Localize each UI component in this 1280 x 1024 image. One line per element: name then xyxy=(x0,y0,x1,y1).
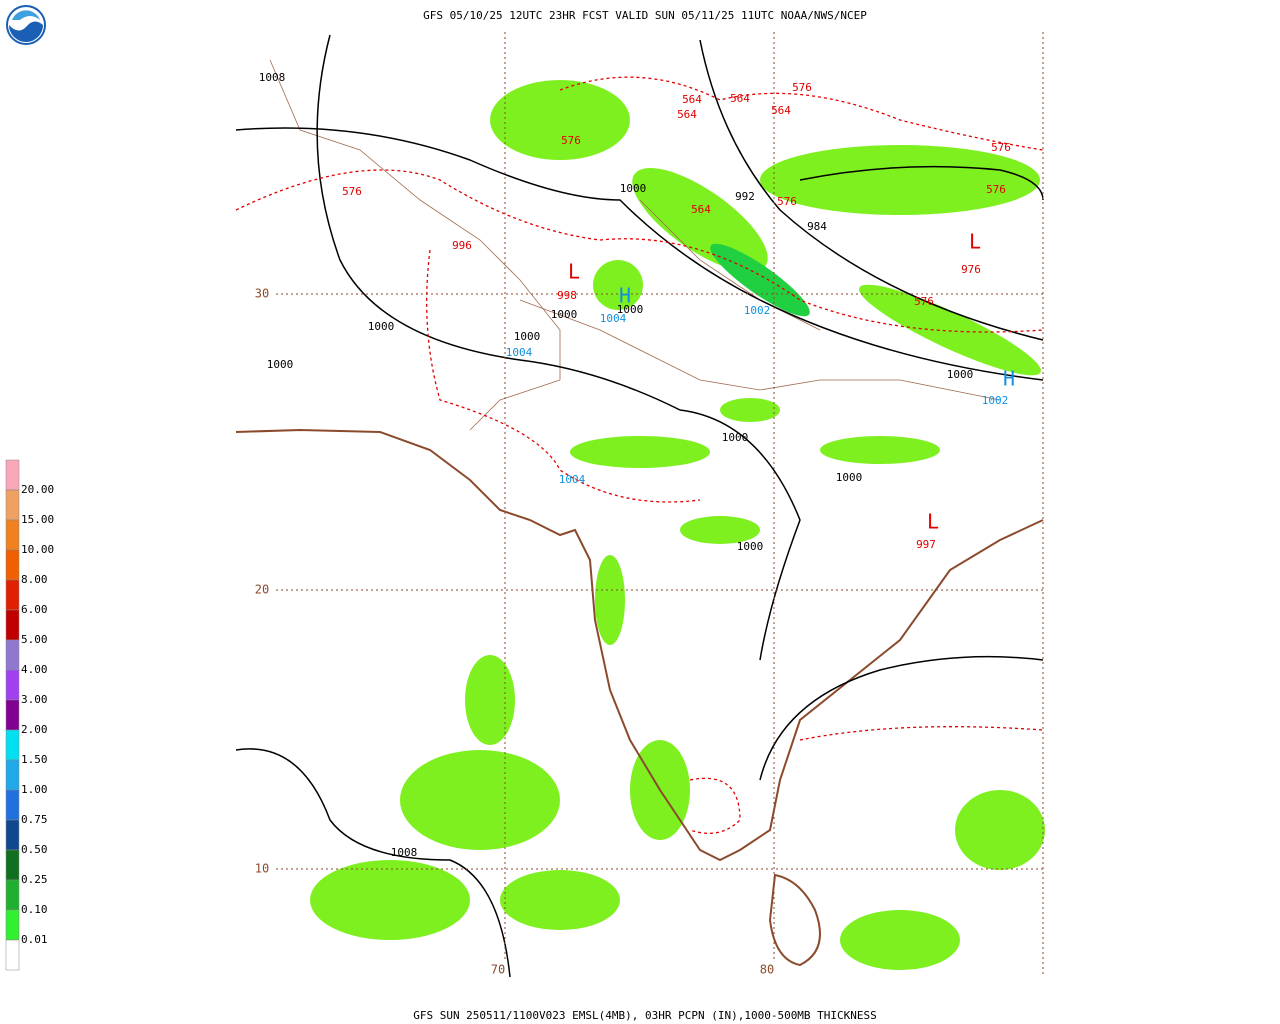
legend-swatch xyxy=(5,489,20,521)
legend-swatch xyxy=(5,849,20,881)
legend-label: 15.00 xyxy=(21,513,54,526)
legend-swatch xyxy=(5,819,20,851)
footer-caption: GFS SUN 250511/1100V023 EMSL(4MB), 03HR … xyxy=(413,1009,877,1022)
high-label: 1002 xyxy=(982,394,1009,407)
legend-swatch xyxy=(5,579,20,611)
legend-label: 0.10 xyxy=(21,903,48,916)
high-marker: H xyxy=(619,284,631,308)
legend-label: 10.00 xyxy=(21,543,54,556)
isobar-label: 1000 xyxy=(617,303,644,316)
isobar-label: 1000 xyxy=(620,182,647,195)
high-label: 1002 xyxy=(744,304,771,317)
legend-label: 1.50 xyxy=(21,753,48,766)
legend: 20.00 15.00 10.00 8.00 6.00 5.00 4.00 3.00 2.00 1… xyxy=(5,459,54,971)
legend-label: 5.00 xyxy=(21,633,48,646)
thickness-label: 564 xyxy=(730,92,750,105)
isobar-label: 1000 xyxy=(514,330,541,343)
isobar-label: 1008 xyxy=(391,846,418,859)
isobar-label: 992 xyxy=(735,190,755,203)
legend-swatch xyxy=(5,759,20,791)
legend-label: 2.00 xyxy=(21,723,48,736)
thickness-label: 576 xyxy=(342,185,362,198)
thickness-label: 976 xyxy=(961,263,981,276)
legend-swatch xyxy=(5,669,20,701)
map: 30 20 10 70 80 1008 1000 992 984 1000 1000 1000 1000… xyxy=(235,32,1045,978)
map-labels: 30 20 10 70 80 1008 1000 992 984 1000 1000 1000 1000… xyxy=(255,71,1015,977)
legend-swatch xyxy=(5,939,20,971)
coastline xyxy=(235,428,1044,967)
legend-swatch xyxy=(5,519,20,551)
legend-swatch xyxy=(5,549,20,581)
thickness-label: 996 xyxy=(452,239,472,252)
borders xyxy=(269,59,1001,431)
thickness-label: 576 xyxy=(777,195,797,208)
legend-swatch xyxy=(5,639,20,671)
legend-swatch xyxy=(5,789,20,821)
legend-label: 0.01 xyxy=(21,933,48,946)
thickness-label: 576 xyxy=(986,183,1006,196)
legend-label: 3.00 xyxy=(21,693,48,706)
thickness-label: 576 xyxy=(914,295,934,308)
thickness-label: 998 xyxy=(557,289,577,302)
thickness xyxy=(235,76,1044,834)
low-marker: L xyxy=(927,510,939,534)
longitude-label: 70 xyxy=(491,963,505,977)
thickness-label: 564 xyxy=(682,93,702,106)
isobar-label: 1000 xyxy=(737,540,764,553)
legend-swatch xyxy=(5,459,20,491)
thickness-label: 564 xyxy=(677,108,697,121)
thickness-label: 576 xyxy=(991,141,1011,154)
title: GFS 05/10/25 12UTC 23HR FCST VALID SUN 0… xyxy=(423,9,867,22)
latitude-label: 20 xyxy=(255,583,269,597)
isobar-label: 1000 xyxy=(551,308,578,321)
thickness-label: 564 xyxy=(691,203,711,216)
high-marker: H xyxy=(1003,367,1015,391)
legend-swatch xyxy=(5,699,20,731)
thickness-label: 576 xyxy=(792,81,812,94)
legend-label: 0.50 xyxy=(21,843,48,856)
thickness-label: 564 xyxy=(771,104,791,117)
legend-swatch xyxy=(5,909,20,941)
isobar-label: 1008 xyxy=(259,71,286,84)
high-label: 1004 xyxy=(600,312,627,325)
legend-label: 4.00 xyxy=(21,663,48,676)
isobar-label: 1000 xyxy=(368,320,395,333)
thickness-label: 997 xyxy=(916,538,936,551)
legend-label: 8.00 xyxy=(21,573,48,586)
latitude-label: 10 xyxy=(255,862,269,876)
legend-label: 20.00 xyxy=(21,483,54,496)
isobar-label: 984 xyxy=(807,220,827,233)
legend-label: 0.75 xyxy=(21,813,48,826)
high-label: 1004 xyxy=(559,473,586,486)
high-label: 1004 xyxy=(506,346,533,359)
legend-label: 1.00 xyxy=(21,783,48,796)
noaa-logo xyxy=(6,5,46,45)
isobars xyxy=(235,34,1044,978)
legend-label: 6.00 xyxy=(21,603,48,616)
longitude-label: 80 xyxy=(760,963,774,977)
latitude-label: 30 xyxy=(255,287,269,301)
grid xyxy=(276,32,1044,977)
legend-swatch xyxy=(5,729,20,761)
low-marker: L xyxy=(568,260,580,284)
precipitation xyxy=(310,80,1045,970)
thickness-label: 576 xyxy=(561,134,581,147)
isobar-label: 1000 xyxy=(722,431,749,444)
isobar-label: 1000 xyxy=(947,368,974,381)
isobar-label: 1000 xyxy=(267,358,294,371)
legend-label: 0.25 xyxy=(21,873,48,886)
legend-swatch xyxy=(5,879,20,911)
isobar-label: 1000 xyxy=(836,471,863,484)
legend-swatch xyxy=(5,609,20,641)
low-marker: L xyxy=(969,230,981,254)
